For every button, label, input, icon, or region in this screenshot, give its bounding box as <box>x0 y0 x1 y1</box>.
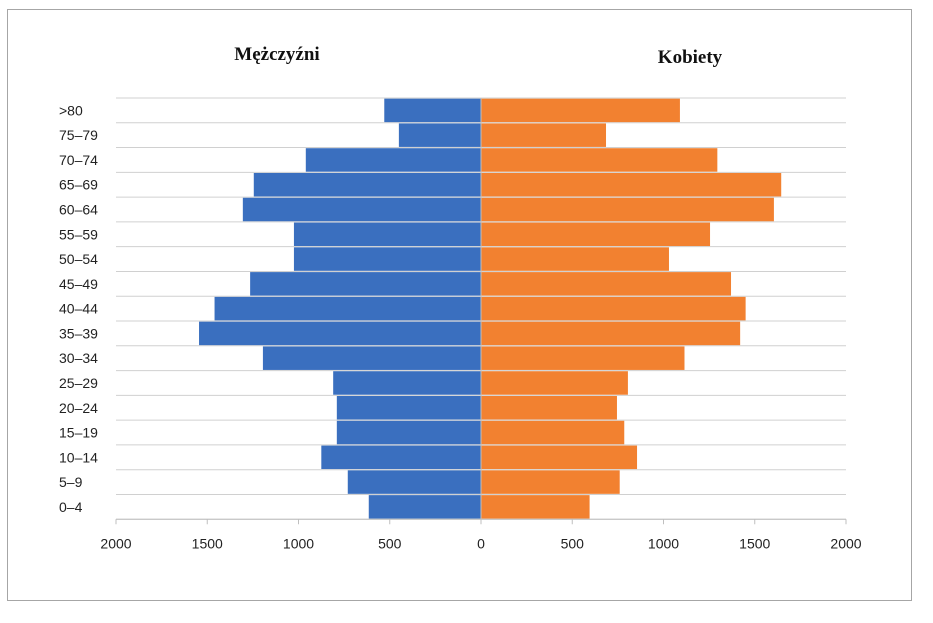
bar-women <box>481 148 718 172</box>
category-label: 75–79 <box>59 127 98 143</box>
bar-men <box>336 420 481 445</box>
category-label: 65–69 <box>59 177 98 193</box>
bar-men <box>293 222 481 247</box>
bar-men <box>242 197 481 222</box>
bar-men <box>293 247 481 271</box>
category-label: 15–19 <box>59 425 98 441</box>
bar-women <box>481 495 590 519</box>
x-tick-label: 500 <box>378 535 402 551</box>
bars <box>199 98 782 519</box>
bar-women <box>481 123 607 147</box>
x-tick-label: 1500 <box>739 535 770 551</box>
category-label: 20–24 <box>59 400 98 416</box>
bar-women <box>481 371 628 395</box>
x-tick-labels: 2000 1500 1000 500 0 500 1000 1500 2000 <box>100 519 862 551</box>
category-label: 10–14 <box>59 449 98 465</box>
bar-women <box>481 346 685 370</box>
category-label: 30–34 <box>59 350 98 366</box>
bar-men <box>321 445 481 470</box>
x-tick-label: 2000 <box>830 535 861 551</box>
category-label: 35–39 <box>59 325 98 341</box>
x-tick-label: 2000 <box>100 535 131 551</box>
category-label: 70–74 <box>59 152 98 168</box>
bar-men <box>384 98 481 123</box>
bar-men <box>347 470 481 494</box>
bar-women <box>481 445 638 470</box>
bar-men <box>305 148 481 172</box>
bar-women <box>481 321 741 346</box>
category-label: 40–44 <box>59 301 98 317</box>
bar-men <box>250 272 481 296</box>
bar-men <box>253 172 481 197</box>
bar-women <box>481 420 625 445</box>
bar-women <box>481 470 620 494</box>
bar-women <box>481 98 680 123</box>
bar-women <box>481 296 746 321</box>
category-label: 5–9 <box>59 474 83 490</box>
bar-women <box>481 197 774 222</box>
bar-men <box>368 495 481 519</box>
bar-women <box>481 172 782 197</box>
x-tick-label: 1000 <box>648 535 679 551</box>
x-tick-label: 1500 <box>192 535 223 551</box>
category-label: >80 <box>59 102 83 118</box>
category-labels: 0–4 5–9 10–14 15–19 20–24 25–29 30–34 35–39 40–4… <box>59 102 98 514</box>
bar-women <box>481 272 732 296</box>
bar-men <box>398 123 481 147</box>
category-label: 55–59 <box>59 226 98 242</box>
bar-women <box>481 247 669 271</box>
x-tick-label: 1000 <box>283 535 314 551</box>
bar-women <box>481 396 617 420</box>
bar-women <box>481 222 711 247</box>
x-tick-label: 0 <box>477 535 485 551</box>
header-women: Kobiety <box>658 47 723 68</box>
category-label: 0–4 <box>59 499 83 515</box>
bar-men <box>336 396 481 420</box>
category-label: 50–54 <box>59 251 98 267</box>
x-tick-label: 500 <box>561 535 585 551</box>
bar-men <box>262 346 481 370</box>
bar-men <box>214 296 482 321</box>
bar-men <box>333 371 481 395</box>
category-label: 45–49 <box>59 276 98 292</box>
category-label: 25–29 <box>59 375 98 391</box>
header-men: Mężczyźni <box>234 44 319 65</box>
category-label: 60–64 <box>59 202 98 218</box>
bar-men <box>199 321 481 346</box>
